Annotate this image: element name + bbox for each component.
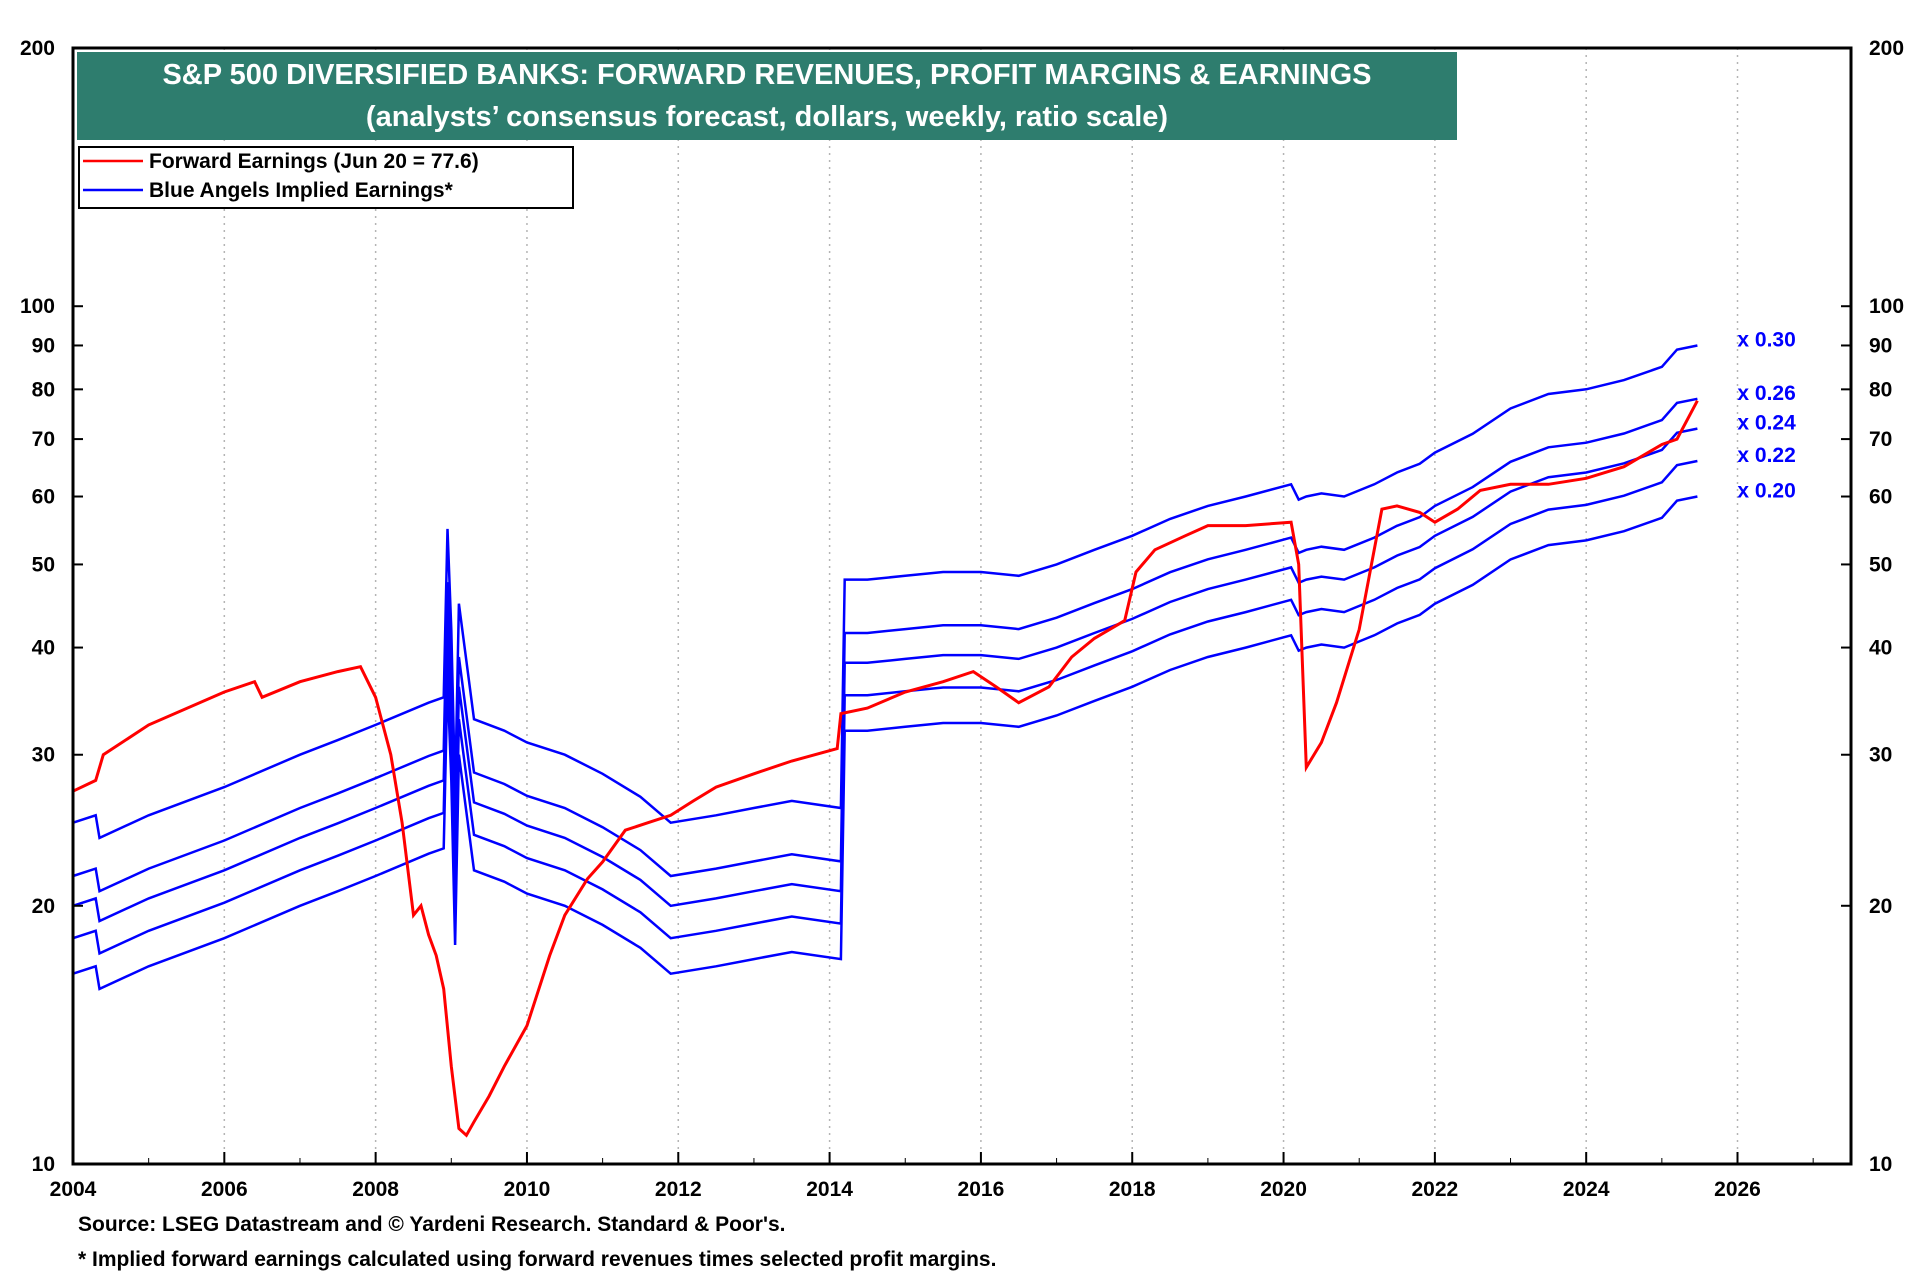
implied-earnings-line-030 [72, 344, 1698, 840]
y-tick-label-right: 40 [1869, 637, 1892, 660]
series-group [72, 344, 1699, 1138]
y-tick-label-right: 70 [1869, 428, 1892, 451]
multiplier-label: x 0.26 [1737, 382, 1795, 405]
multiplier-label: x 0.20 [1737, 480, 1795, 503]
x-tick-label: 2016 [958, 1178, 1005, 1201]
y-tick-label-left: 90 [32, 334, 55, 357]
x-tick-label: 2020 [1260, 1178, 1307, 1201]
y-tick-label-left: 40 [32, 637, 55, 660]
plot-frame [71, 46, 1853, 1166]
multiplier-label: x 0.22 [1737, 444, 1795, 467]
y-tick-label-right: 100 [1869, 295, 1904, 318]
x-tick-label: 2012 [655, 1178, 702, 1201]
y-tick-label-right: 20 [1869, 895, 1892, 918]
legend-label-forward-earnings: Forward Earnings (Jun 20 = 77.6) [149, 150, 479, 173]
implied-earnings-footnote: * Implied forward earnings calculated us… [78, 1248, 997, 1271]
y-tick-label-left: 20 [32, 895, 55, 918]
source-note: Source: LSEG Datastream and © Yardeni Re… [78, 1213, 786, 1236]
title-box: S&P 500 DIVERSIFIED BANKS: FORWARD REVEN… [77, 52, 1457, 140]
y-tick-label-right: 30 [1869, 744, 1892, 767]
y-tick-label-left: 200 [20, 37, 55, 60]
y-tick-label-right: 60 [1869, 486, 1892, 509]
x-axis: 2004 2006 2008 2010 2012 2014 2016 2018 2020 2022… [50, 1152, 1814, 1201]
y-tick-label-right: 200 [1869, 37, 1904, 60]
y-tick-label-left: 30 [32, 744, 55, 767]
legend: Forward Earnings (Jun 20 = 77.6) Blue An… [78, 146, 574, 209]
implied-earnings-line-026 [72, 397, 1698, 894]
x-tick-label: 2026 [1714, 1178, 1761, 1201]
chart-title: S&P 500 DIVERSIFIED BANKS: FORWARD REVEN… [162, 59, 1371, 91]
implied-earnings-line-020 [72, 495, 1698, 991]
y-tick-label-left: 60 [32, 486, 55, 509]
multiplier-label: x 0.30 [1737, 328, 1795, 351]
implied-earnings-line-024 [72, 427, 1698, 923]
y-tick-label-left: 10 [32, 1153, 55, 1176]
y-tick-label-left: 50 [32, 553, 55, 576]
x-tick-label: 2010 [504, 1178, 551, 1201]
x-tick-label: 2014 [806, 1178, 853, 1201]
x-tick-label: 2018 [1109, 1178, 1156, 1201]
x-tick-label: 2004 [50, 1178, 97, 1201]
x-tick-label: 2008 [352, 1178, 399, 1201]
forward-earnings-line [72, 399, 1699, 1138]
title-background [77, 52, 1457, 140]
chart-subtitle: (analysts’ consensus forecast, dollars, … [366, 101, 1168, 133]
x-tick-label: 2022 [1412, 1178, 1459, 1201]
multiplier-labels: x 0.30 x 0.26 x 0.24 x 0.22 x 0.20 [1737, 328, 1796, 502]
x-tick-label: 2024 [1563, 1178, 1610, 1201]
y-axis-right: 10 20 30 40 50 60 70 80 90 100 200 [1841, 37, 1904, 1176]
y-tick-label-right: 10 [1869, 1153, 1892, 1176]
y-tick-label-right: 90 [1869, 334, 1892, 357]
y-tick-label-left: 100 [20, 295, 55, 318]
y-tick-label-right: 50 [1869, 553, 1892, 576]
multiplier-label: x 0.24 [1737, 412, 1796, 435]
implied-earnings-line-022 [72, 459, 1698, 956]
y-tick-label-right: 80 [1869, 378, 1892, 401]
y-tick-label-left: 80 [32, 378, 55, 401]
y-tick-label-left: 70 [32, 428, 55, 451]
legend-box [78, 146, 574, 209]
x-tick-label: 2006 [201, 1178, 248, 1201]
y-axis-left: 10 20 30 40 50 60 70 80 90 100 200 [20, 37, 83, 1176]
legend-label-implied-earnings: Blue Angels Implied Earnings* [149, 179, 454, 202]
